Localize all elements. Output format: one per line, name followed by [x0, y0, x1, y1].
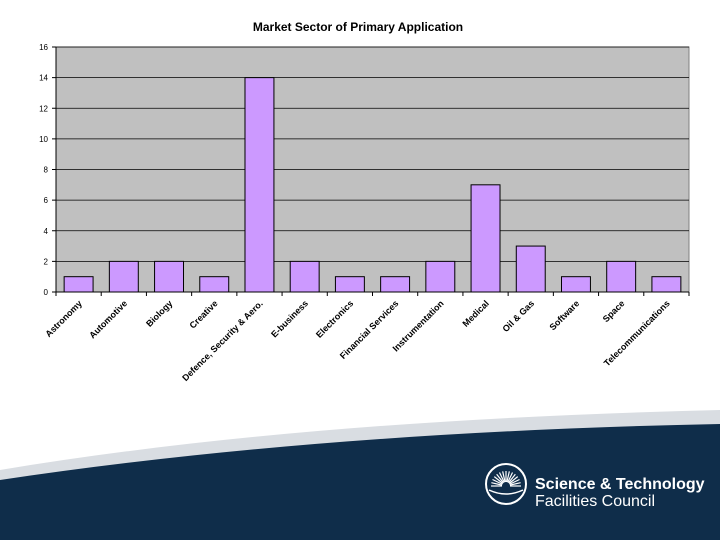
footer-dark-wave — [0, 424, 720, 540]
y-tick-label: 16 — [39, 43, 48, 52]
logo-ray — [509, 482, 521, 486]
bar-astronomy — [63, 276, 94, 293]
bar-instrumentation — [425, 260, 456, 293]
x-tick-label: Defence, Security & Aero. — [180, 298, 265, 383]
logo-ray — [506, 471, 510, 483]
org-name-line2: Facilities Council — [535, 493, 655, 510]
stfc-sunburst-icon — [485, 463, 527, 505]
bar-defence-security-aero — [244, 77, 275, 293]
x-tick-label: E-business — [269, 298, 310, 339]
bar-telecommunications — [651, 276, 682, 293]
bar-medical — [470, 184, 501, 293]
y-tick-label: 14 — [39, 74, 48, 83]
x-tick-label: Astronomy — [43, 298, 84, 339]
y-tick-label: 8 — [44, 166, 49, 175]
bar-electronics — [334, 276, 365, 293]
bar-financial-services — [380, 276, 411, 293]
x-axis: Astronomy Automotive Biology CreativeDefenc… — [43, 291, 690, 383]
y-tick-label: 6 — [44, 196, 49, 205]
logo-ray — [492, 478, 503, 485]
logo-ray — [491, 482, 503, 486]
x-tick-label: Electronics — [314, 298, 355, 339]
x-tick-label: Software — [547, 298, 581, 332]
bar-creative — [199, 276, 230, 293]
x-tick-label: Medical — [461, 298, 491, 328]
bar-biology — [154, 260, 185, 293]
x-tick-label: Creative — [187, 298, 219, 330]
y-tick-label: 10 — [39, 135, 48, 144]
y-tick-label: 0 — [44, 288, 49, 297]
logo-ray — [507, 472, 514, 483]
logo-horizon — [488, 489, 524, 495]
logo-ray — [508, 473, 516, 484]
bar-space — [606, 260, 637, 293]
logo-ray — [493, 476, 504, 484]
y-tick-label: 4 — [44, 227, 49, 236]
logo-ring — [485, 463, 527, 505]
logo-ray — [498, 472, 505, 483]
x-tick-label: Space — [601, 298, 627, 324]
logo-ray — [508, 476, 519, 484]
logo-ray — [496, 473, 504, 484]
logo-ray — [509, 478, 520, 485]
y-tick-label: 2 — [44, 257, 49, 266]
footer-band — [0, 410, 720, 540]
x-tick-label: Oil & Gas — [500, 298, 536, 334]
bar-e-business — [289, 260, 320, 293]
bar-automotive — [108, 260, 139, 293]
gridlines — [56, 46, 689, 262]
bar-software — [560, 276, 591, 293]
logo-ray — [502, 471, 506, 483]
x-tick-label: Automotive — [87, 298, 129, 340]
org-name-line1: Science & Technology — [535, 476, 705, 493]
y-axis: 0 2 4 6 8 10 12 14 16 — [39, 43, 57, 297]
bar-oil-gas — [515, 245, 546, 293]
chart-title: Market Sector of Primary Application — [253, 20, 463, 34]
x-tick-label: Biology — [144, 298, 174, 328]
y-tick-label: 12 — [39, 104, 48, 113]
